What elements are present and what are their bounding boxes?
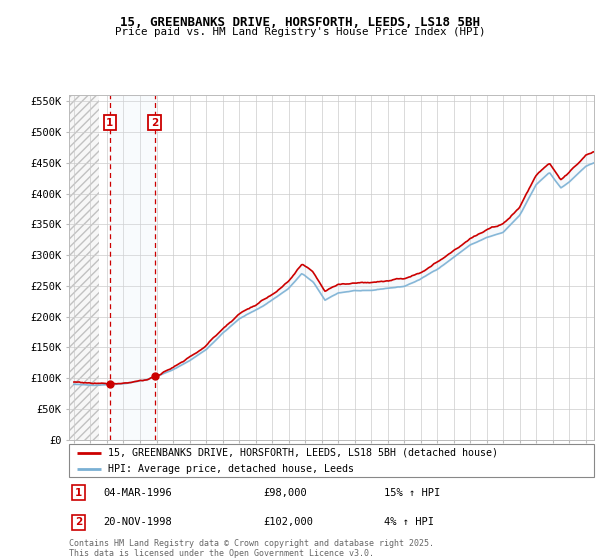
- Text: 15% ↑ HPI: 15% ↑ HPI: [384, 488, 440, 497]
- Text: Contains HM Land Registry data © Crown copyright and database right 2025.
This d: Contains HM Land Registry data © Crown c…: [69, 539, 434, 558]
- Text: Price paid vs. HM Land Registry's House Price Index (HPI): Price paid vs. HM Land Registry's House …: [115, 27, 485, 37]
- Text: 2: 2: [75, 517, 82, 527]
- Bar: [69, 95, 99, 440]
- Text: 1: 1: [75, 488, 82, 497]
- Text: 4% ↑ HPI: 4% ↑ HPI: [384, 517, 434, 527]
- Text: 20-NOV-1998: 20-NOV-1998: [103, 517, 172, 527]
- Text: HPI: Average price, detached house, Leeds: HPI: Average price, detached house, Leed…: [109, 464, 355, 474]
- Text: 2: 2: [151, 118, 158, 128]
- Text: £98,000: £98,000: [263, 488, 307, 497]
- Bar: [110, 95, 155, 440]
- Text: 15, GREENBANKS DRIVE, HORSFORTH, LEEDS, LS18 5BH: 15, GREENBANKS DRIVE, HORSFORTH, LEEDS, …: [120, 16, 480, 29]
- Text: £102,000: £102,000: [263, 517, 313, 527]
- Text: 04-MAR-1996: 04-MAR-1996: [103, 488, 172, 497]
- FancyBboxPatch shape: [69, 444, 594, 477]
- Text: 15, GREENBANKS DRIVE, HORSFORTH, LEEDS, LS18 5BH (detached house): 15, GREENBANKS DRIVE, HORSFORTH, LEEDS, …: [109, 448, 499, 458]
- Text: 1: 1: [106, 118, 113, 128]
